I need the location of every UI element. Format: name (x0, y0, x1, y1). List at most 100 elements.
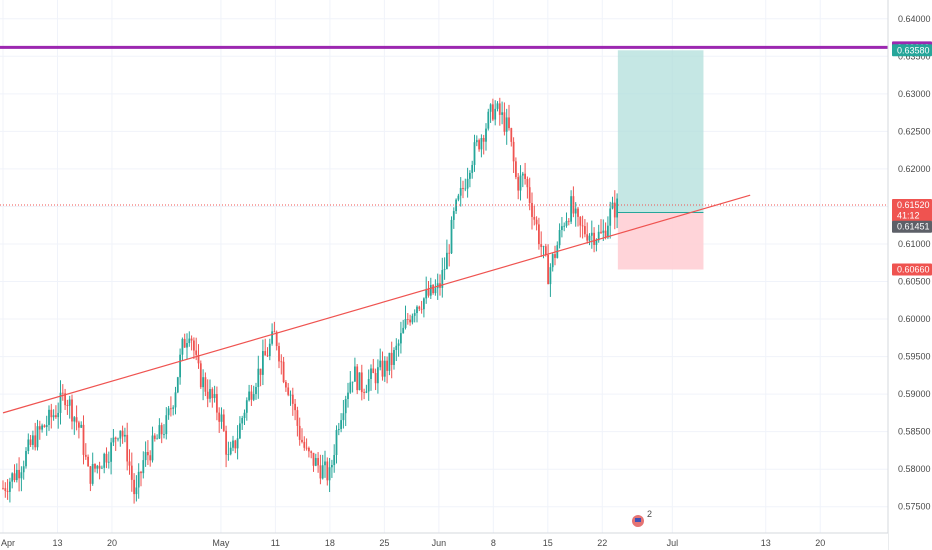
candle-down (82, 424, 85, 455)
candle-up (561, 226, 563, 231)
candle-down (222, 414, 225, 431)
candle-up (337, 428, 340, 431)
candle-up (271, 331, 273, 344)
price-tick-label: 0.63500 (898, 51, 931, 61)
candle-down (478, 140, 480, 150)
candle-up (80, 424, 83, 428)
candle-up (473, 142, 476, 165)
candle-up (494, 108, 497, 120)
candle-down (482, 137, 485, 142)
candle-up (202, 377, 204, 388)
candle-down (544, 246, 547, 255)
candle-up (172, 407, 175, 409)
price-tick-label: 0.58500 (898, 427, 931, 437)
candle-up (402, 327, 405, 334)
candle-down (312, 452, 315, 466)
candle-up (466, 178, 469, 189)
time-tick-label: 15 (543, 538, 553, 548)
candle-up (464, 188, 467, 190)
price-tick-label: 0.58000 (898, 464, 931, 474)
price-tag-label: 41:12 (897, 210, 920, 220)
candle-down (285, 382, 287, 388)
candle-up (616, 198, 618, 218)
candle-up (413, 313, 416, 316)
candle-down (418, 306, 421, 309)
candle-up (597, 231, 600, 241)
price-tick-label: 0.63000 (898, 89, 931, 99)
candle-down (264, 351, 267, 356)
events-badge[interactable]: 2 (632, 509, 652, 527)
candle-up (423, 298, 425, 310)
price-tag (892, 220, 932, 233)
time-tick-label: 13 (761, 538, 771, 548)
candle-down (61, 392, 64, 394)
candle-down (6, 490, 9, 492)
candle-up (252, 394, 255, 400)
candle-down (581, 225, 584, 227)
price-tag-label: 0.61520 (897, 200, 930, 210)
candle-up (570, 196, 572, 222)
candle-up (124, 434, 126, 437)
candle-down (372, 368, 375, 374)
target-zone (617, 50, 704, 213)
candle-down (577, 208, 579, 217)
candle-up (15, 469, 18, 481)
candle-up (590, 232, 593, 236)
candle-up (344, 399, 347, 414)
candle-down (98, 465, 101, 469)
candle-up (241, 417, 244, 424)
candle-down (206, 391, 209, 399)
events-count: 2 (647, 509, 652, 519)
candle-up (342, 413, 345, 421)
candle-down (512, 141, 515, 162)
candle-down (87, 456, 89, 467)
candle-up (388, 352, 391, 371)
candle-up (112, 437, 115, 443)
candle-up (165, 415, 168, 435)
candle-up (142, 460, 145, 474)
candle-down (427, 289, 430, 296)
candle-down (326, 461, 329, 481)
candle-down (273, 331, 276, 333)
candle-up (57, 412, 60, 418)
time-tick-label: 22 (597, 538, 607, 548)
candle-up (314, 458, 317, 466)
candle-up (213, 394, 216, 399)
candle-up (32, 435, 34, 445)
candle-up (9, 481, 11, 492)
candle-up (255, 387, 257, 395)
candle-up (370, 368, 372, 380)
trendline[interactable] (2, 194, 751, 414)
candle-down (593, 232, 595, 245)
candle-down (147, 452, 149, 456)
candle-down (282, 361, 285, 383)
candle-up (459, 187, 462, 196)
candle-up (107, 461, 110, 463)
candle-up (565, 220, 568, 226)
candle-up (163, 434, 165, 435)
candle-up (485, 128, 487, 142)
candle-down (170, 408, 172, 410)
candle-down (420, 308, 423, 310)
candle-down (432, 284, 434, 294)
candle-up (411, 315, 414, 323)
candle-down (128, 461, 131, 466)
candle-down (75, 417, 78, 423)
candle-down (291, 394, 294, 404)
candle-up (558, 230, 561, 246)
candle-up (377, 367, 379, 384)
candle-down (234, 440, 237, 449)
candle-down (510, 128, 513, 142)
price-tag (892, 198, 932, 211)
candle-up (268, 343, 271, 357)
candle-down (195, 350, 198, 355)
candle-up (607, 225, 609, 238)
candle-up (229, 447, 232, 455)
candle-up (379, 360, 382, 368)
price-tick-label: 0.61000 (898, 239, 931, 249)
candle-up (542, 246, 545, 248)
price-tick-label: 0.64000 (898, 14, 931, 24)
candle-down (275, 332, 278, 347)
candle-down (140, 471, 142, 474)
